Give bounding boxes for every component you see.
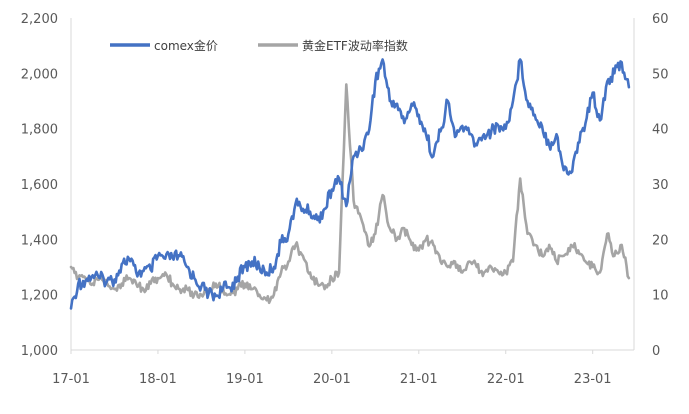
x-tick-label: 23-01 xyxy=(574,372,612,387)
right-y-tick-label: 0 xyxy=(652,344,660,359)
left-y-tick-label: 1,000 xyxy=(21,344,58,359)
left-y-tick-label: 2,000 xyxy=(21,67,58,82)
x-tick-label: 18-01 xyxy=(139,372,177,387)
legend-label-volatility: 黄金ETF波动率指数 xyxy=(302,38,408,53)
left-y-tick-label: 2,200 xyxy=(21,12,58,27)
left-y-tick-label: 1,200 xyxy=(21,289,58,304)
right-y-tick-label: 20 xyxy=(652,233,669,248)
right-y-tick-label: 10 xyxy=(652,289,669,304)
x-tick-label: 17-01 xyxy=(52,372,90,387)
right-y-tick-label: 30 xyxy=(652,178,669,193)
legend-item-gold-price: comex金价 xyxy=(110,38,218,53)
series-line-volatility xyxy=(69,83,631,305)
right-y-tick-label: 50 xyxy=(652,67,669,82)
x-tick-label: 22-01 xyxy=(487,372,525,387)
left-y-tick-label: 1,400 xyxy=(21,233,58,248)
x-tick-label: 21-01 xyxy=(400,372,438,387)
left-y-tick-label: 1,600 xyxy=(21,178,58,193)
x-tick-label: 19-01 xyxy=(226,372,264,387)
right-y-tick-labels: 0 10 20 30 40 50 60 xyxy=(652,12,669,359)
legend-label-gold-price: comex金价 xyxy=(154,38,218,53)
legend-item-volatility: 黄金ETF波动率指数 xyxy=(258,38,408,53)
x-tick-label: 20-01 xyxy=(313,372,351,387)
series-line-gold-price xyxy=(69,58,631,310)
right-y-tick-label: 40 xyxy=(652,123,669,138)
left-y-tick-label: 1,800 xyxy=(21,123,58,138)
legend: comex金价 黄金ETF波动率指数 xyxy=(110,38,408,53)
x-tick-labels: 17-01 18-01 19-01 20-01 21-01 22-01 23-01 xyxy=(52,350,612,387)
axes-group xyxy=(70,18,635,351)
series-layer xyxy=(69,58,631,310)
left-y-tick-labels: 1,000 1,200 1,400 1,600 1,800 2,000 2,200 xyxy=(21,12,58,359)
right-y-tick-label: 60 xyxy=(652,12,669,27)
